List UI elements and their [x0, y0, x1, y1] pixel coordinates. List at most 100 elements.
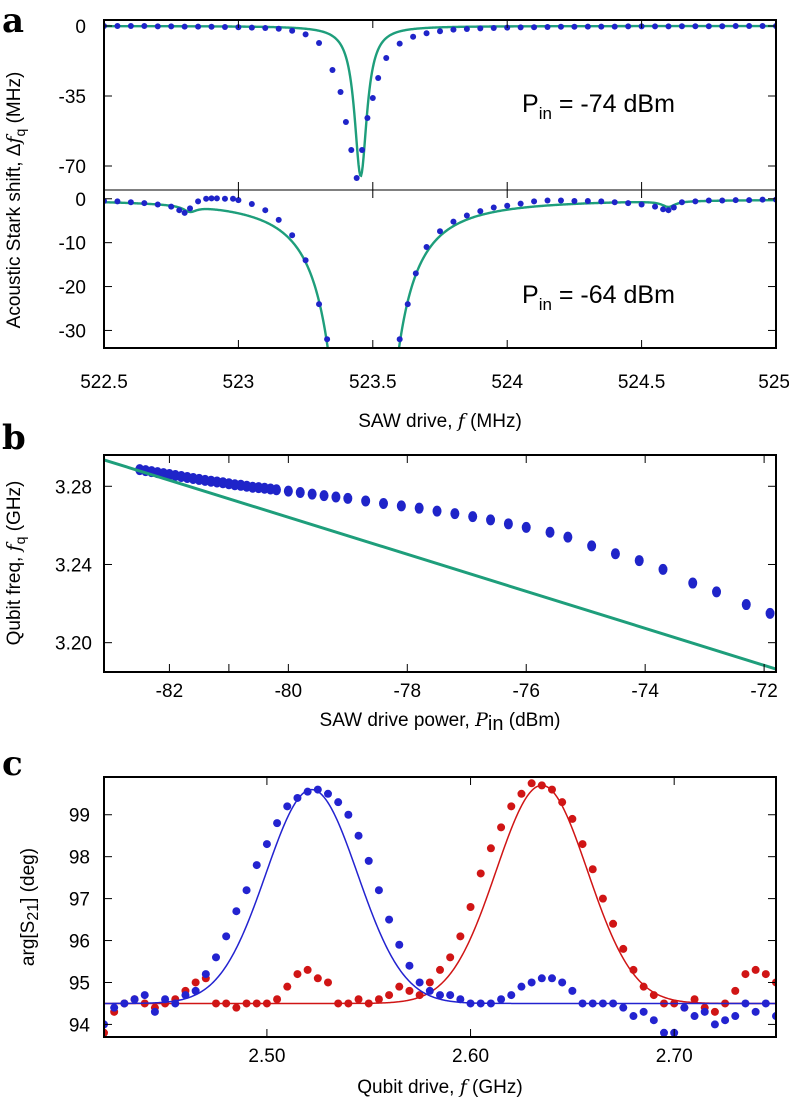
data-point	[531, 24, 538, 31]
data-point	[176, 207, 183, 214]
data-point-blue	[374, 886, 383, 895]
data-point-blue	[334, 798, 343, 807]
data-point-blue	[751, 1007, 760, 1016]
y-tick-label: -20	[59, 278, 86, 299]
data-point	[658, 563, 668, 575]
data-point	[141, 200, 148, 207]
data-point	[168, 23, 175, 30]
data-point-red	[507, 802, 516, 811]
data-point	[127, 199, 134, 206]
data-point	[283, 485, 293, 497]
data-point	[660, 206, 667, 213]
data-point	[324, 336, 331, 343]
x-tick-label: 2.60	[452, 1046, 489, 1067]
data-point	[732, 197, 739, 204]
data-point	[705, 197, 712, 204]
data-point	[337, 89, 344, 95]
data-point-red	[273, 995, 282, 1004]
data-point	[114, 198, 121, 205]
data-point	[625, 200, 632, 207]
data-point	[168, 203, 175, 210]
data-point-blue	[344, 810, 353, 819]
data-point	[598, 198, 605, 205]
data-point	[544, 197, 551, 204]
data-point-red	[497, 823, 506, 832]
data-point-blue	[690, 1012, 699, 1021]
data-point	[705, 23, 712, 30]
data-point	[396, 500, 406, 512]
x-tick-label: 524.5	[618, 372, 666, 393]
data-point-red	[649, 991, 658, 1000]
data-point-blue	[497, 995, 506, 1004]
data-point-blue	[201, 970, 210, 979]
data-point-blue	[588, 999, 597, 1008]
data-point-red	[303, 965, 312, 974]
data-point-blue	[741, 999, 750, 1008]
panel-letter-a: a	[2, 1, 24, 41]
data-point-blue	[181, 991, 190, 1000]
data-point	[295, 487, 305, 499]
data-point	[517, 24, 524, 31]
data-point	[404, 301, 411, 308]
x-tick-label: -82	[156, 681, 183, 702]
panel-b-ylabel: Qubit freq, fq (GHz)	[3, 481, 28, 646]
y-tick-label: -70	[59, 157, 86, 178]
data-point-blue	[354, 831, 363, 840]
data-point	[765, 607, 775, 619]
data-point-blue	[303, 787, 312, 796]
data-point-red	[710, 1007, 719, 1016]
x-tick-label: 524	[491, 372, 523, 393]
data-point	[486, 514, 496, 526]
data-point-blue	[385, 915, 394, 924]
data-point	[557, 197, 564, 204]
data-point-red	[405, 986, 414, 995]
data-point-blue	[232, 907, 241, 916]
panel-b: b 3.28 3.24 3.20 -82 -80 -78 -76 -74 -72 SAW dri…	[2, 418, 778, 735]
data-point	[531, 198, 538, 205]
data-point	[477, 208, 484, 215]
data-point	[127, 23, 134, 29]
x-tick-label: -72	[750, 681, 777, 702]
data-point	[652, 203, 659, 210]
data-point-blue	[110, 1003, 119, 1012]
data-point	[557, 23, 564, 30]
x-tick-label: -76	[512, 681, 539, 702]
data-point-blue	[466, 999, 475, 1008]
panel-a-ylabel: Acoustic Stark shift, Δfq (MHz)	[3, 72, 28, 329]
data-point-red	[262, 999, 271, 1008]
data-point-red	[466, 903, 475, 911]
data-point-blue	[252, 861, 261, 870]
data-point	[437, 228, 443, 235]
data-point	[329, 67, 336, 73]
fit-line	[104, 458, 776, 671]
data-point	[208, 23, 215, 30]
data-point	[262, 25, 269, 31]
data-point-red	[456, 932, 465, 941]
data-point	[688, 577, 698, 589]
data-point-blue	[731, 1012, 740, 1021]
data-point	[353, 175, 360, 181]
data-point-blue	[283, 802, 292, 811]
data-point	[221, 195, 228, 202]
fit-curve-blue	[104, 788, 776, 1005]
data-point	[504, 202, 511, 209]
x-tick-label: 2.70	[656, 1046, 693, 1067]
data-point	[230, 195, 237, 202]
data-point-red	[436, 965, 444, 974]
data-point-red	[334, 999, 343, 1008]
data-point	[719, 197, 726, 204]
data-point-red	[191, 978, 200, 987]
data-point	[652, 23, 659, 30]
data-point-blue	[273, 819, 282, 828]
data-point-red	[425, 978, 434, 987]
series-blue	[104, 785, 776, 1037]
data-point-red	[293, 970, 302, 979]
data-point-red	[629, 965, 638, 974]
data-point-blue	[639, 1007, 648, 1016]
data-point-blue	[425, 986, 434, 995]
data-point	[331, 491, 341, 503]
data-point-red	[639, 982, 648, 991]
data-point	[450, 508, 460, 520]
data-point	[412, 270, 419, 277]
